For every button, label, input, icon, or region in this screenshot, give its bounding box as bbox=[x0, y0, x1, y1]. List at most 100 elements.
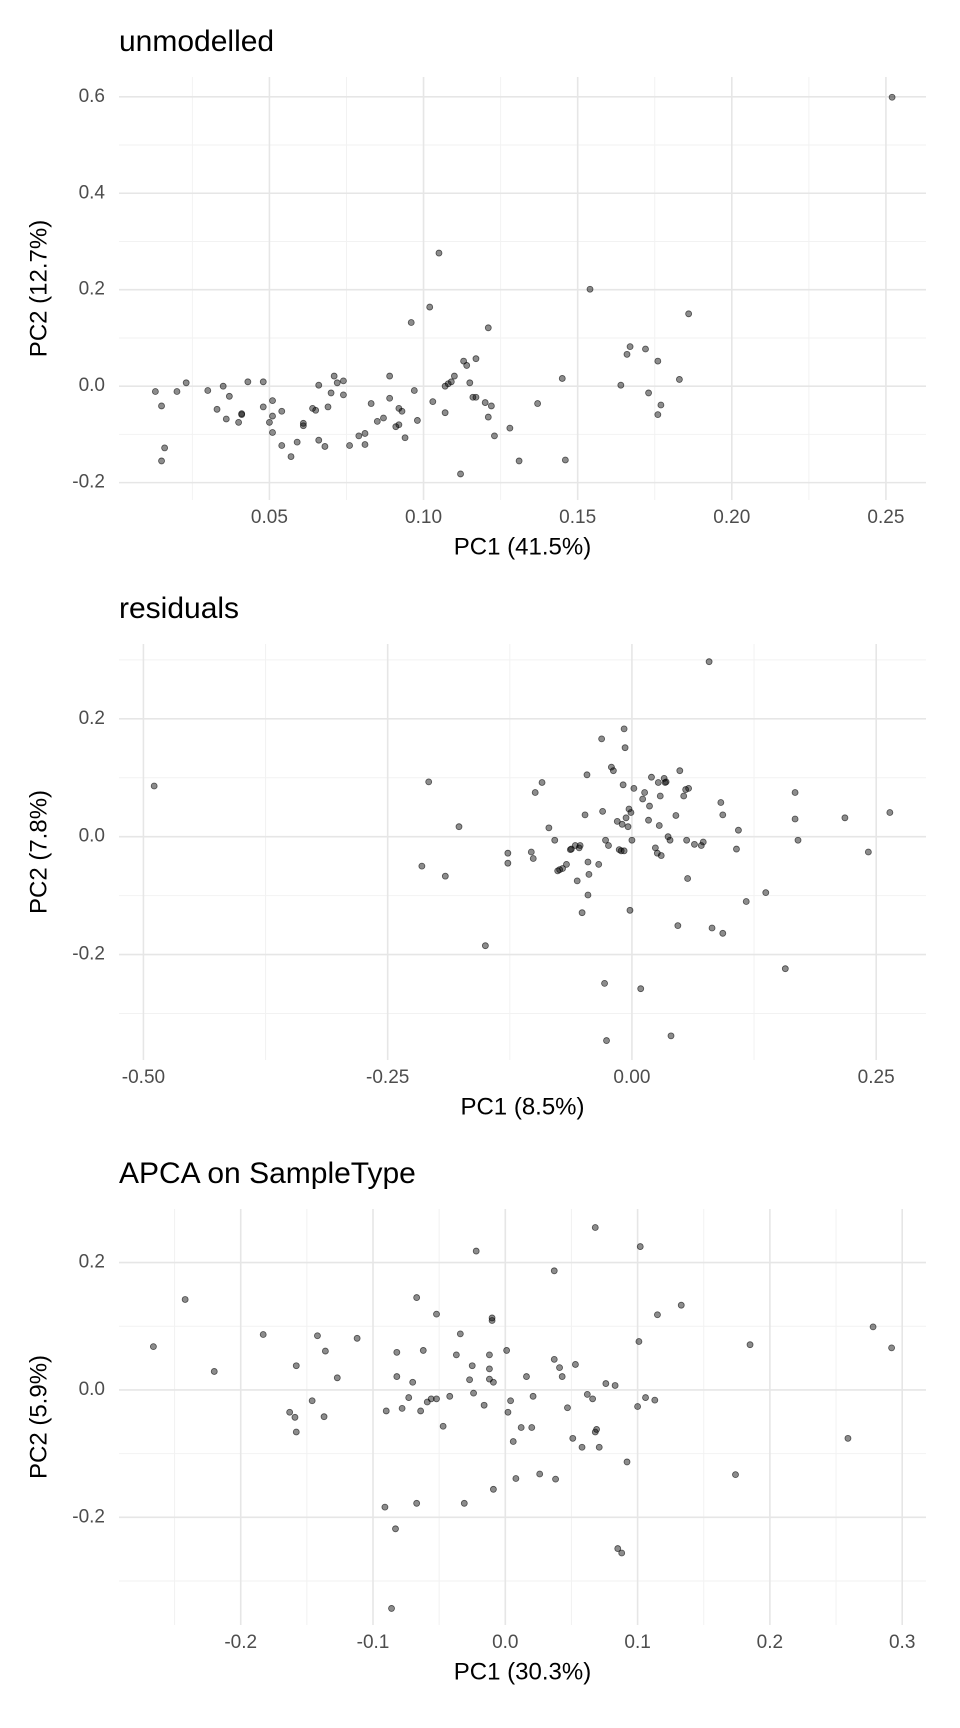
point bbox=[472, 355, 480, 363]
point bbox=[576, 842, 584, 849]
point bbox=[353, 1334, 361, 1342]
point bbox=[648, 773, 655, 781]
y-tick-label: 0.0 bbox=[79, 826, 105, 847]
point bbox=[667, 1032, 675, 1040]
point bbox=[608, 763, 615, 771]
point bbox=[269, 429, 276, 436]
point bbox=[361, 430, 369, 437]
point bbox=[472, 1247, 480, 1255]
point bbox=[504, 859, 512, 867]
point bbox=[735, 826, 742, 834]
point bbox=[637, 985, 645, 993]
point bbox=[654, 357, 662, 365]
point bbox=[732, 1471, 739, 1479]
point bbox=[457, 470, 464, 478]
point bbox=[642, 1394, 649, 1401]
point bbox=[287, 453, 295, 460]
point bbox=[439, 1422, 447, 1430]
point bbox=[407, 319, 415, 326]
point bbox=[315, 436, 323, 444]
point bbox=[653, 849, 661, 857]
point bbox=[888, 93, 896, 101]
x-tick-label: -0.25 bbox=[366, 1067, 409, 1088]
point bbox=[625, 805, 633, 813]
point bbox=[657, 852, 665, 859]
x-tick-label: 0.0 bbox=[492, 1632, 518, 1653]
point bbox=[395, 421, 403, 429]
point bbox=[413, 1294, 421, 1301]
point bbox=[340, 391, 347, 399]
point bbox=[441, 409, 449, 417]
point bbox=[602, 1380, 610, 1387]
point bbox=[299, 422, 307, 430]
point bbox=[627, 809, 635, 816]
point bbox=[609, 767, 617, 775]
point bbox=[626, 906, 634, 914]
point bbox=[480, 1401, 488, 1409]
point bbox=[550, 1267, 558, 1275]
point bbox=[398, 407, 406, 415]
point bbox=[269, 397, 276, 405]
point bbox=[641, 789, 649, 796]
point bbox=[639, 795, 647, 803]
point bbox=[293, 438, 301, 446]
x-tick-label: 0.25 bbox=[867, 507, 904, 528]
point bbox=[655, 822, 663, 829]
point bbox=[550, 1355, 558, 1363]
point bbox=[623, 350, 631, 358]
point bbox=[380, 414, 387, 422]
point bbox=[158, 457, 165, 465]
point bbox=[321, 443, 329, 450]
point bbox=[626, 343, 634, 351]
point bbox=[433, 1310, 440, 1318]
y-tick-label: 0.4 bbox=[79, 182, 106, 203]
point bbox=[327, 389, 335, 397]
point bbox=[315, 381, 323, 389]
point bbox=[742, 898, 750, 905]
point bbox=[623, 1458, 631, 1466]
point bbox=[204, 387, 212, 394]
point bbox=[595, 860, 603, 868]
point bbox=[472, 393, 480, 401]
point bbox=[534, 400, 542, 407]
point bbox=[536, 1470, 544, 1478]
x-tick-label: 0.3 bbox=[889, 1632, 915, 1653]
point bbox=[410, 387, 418, 394]
point bbox=[571, 842, 579, 849]
x-tick-label: 0.00 bbox=[613, 1067, 650, 1088]
point bbox=[398, 1404, 406, 1412]
point bbox=[791, 789, 799, 796]
point bbox=[292, 1362, 300, 1370]
y-axis-title: PC2 (5.9%) bbox=[25, 1355, 52, 1479]
point bbox=[657, 401, 665, 409]
point bbox=[161, 444, 169, 452]
point bbox=[235, 418, 243, 426]
y-tick-label: -0.2 bbox=[72, 1506, 105, 1527]
point bbox=[509, 1438, 517, 1445]
point bbox=[584, 858, 592, 866]
point bbox=[244, 378, 252, 386]
point bbox=[507, 1397, 514, 1405]
point bbox=[697, 842, 705, 849]
point bbox=[762, 889, 770, 897]
point bbox=[222, 415, 230, 423]
point bbox=[691, 840, 698, 848]
y-tick-label: 0.0 bbox=[79, 375, 105, 396]
y-axis-title: PC2 (7.8%) bbox=[25, 790, 52, 914]
x-axis-title: PC1 (41.5%) bbox=[454, 533, 591, 560]
point bbox=[708, 924, 716, 932]
point bbox=[455, 823, 463, 831]
point bbox=[330, 372, 338, 380]
point bbox=[286, 1408, 294, 1416]
point bbox=[504, 1408, 512, 1416]
point bbox=[413, 417, 421, 424]
point bbox=[634, 1403, 641, 1410]
point bbox=[392, 1525, 399, 1533]
point bbox=[488, 1317, 496, 1324]
point bbox=[598, 735, 606, 743]
point bbox=[538, 779, 546, 786]
point bbox=[367, 400, 375, 407]
point bbox=[447, 378, 455, 386]
point bbox=[481, 942, 489, 950]
x-tick-label: -0.1 bbox=[357, 1632, 390, 1653]
